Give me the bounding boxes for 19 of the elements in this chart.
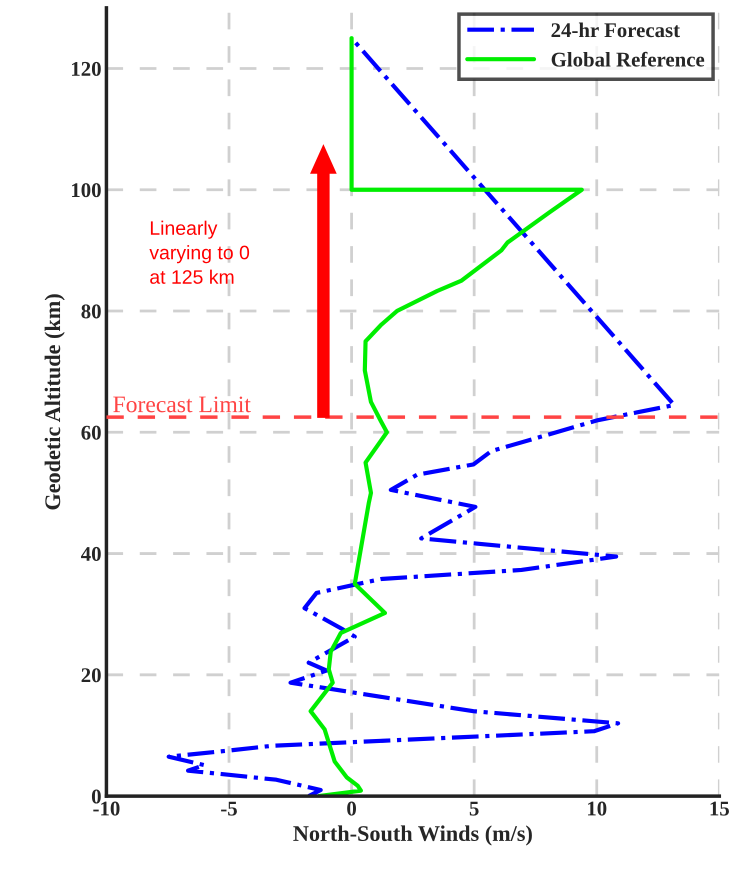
x-tick-label: 15 (710, 802, 729, 816)
y-tick-label: 60 (81, 426, 101, 440)
x-tick-label: 10 (588, 802, 606, 816)
x-tick-label: -10 (93, 802, 120, 816)
legend-label: 24-hr Forecast (552, 22, 680, 38)
x-tick-label: -5 (221, 802, 237, 816)
y-tick-label: 40 (81, 546, 101, 561)
y-tick-label: 120 (72, 62, 101, 76)
y-tick-label: 0 (92, 789, 101, 804)
x-tick-label: 0 (347, 802, 356, 816)
y-tick-label: 100 (72, 183, 101, 198)
ref-line-label: Forecast Limit (113, 396, 251, 412)
x-tick-label: 5 (470, 802, 479, 816)
y-axis-title: Geodetic Altitude (km) (44, 294, 65, 510)
annotation: Linearly varying to 0 at 125 km (149, 220, 250, 284)
y-tick-label: 20 (82, 668, 101, 682)
x-axis-title: North-South Winds (m/s) (293, 825, 532, 846)
y-tick-label: 80 (81, 304, 101, 318)
legend-label: Global Reference (552, 52, 704, 67)
